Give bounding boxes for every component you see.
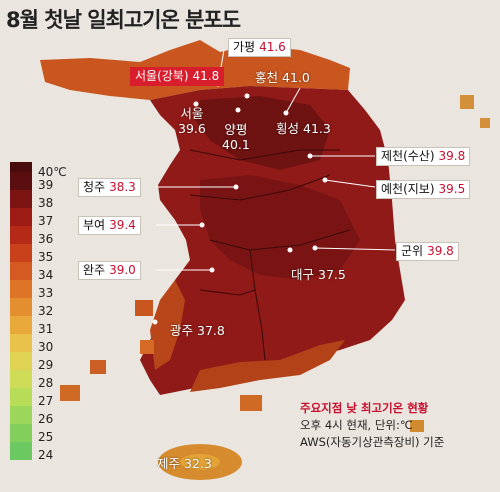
station-label-jeju: 제주 32.3: [157, 456, 212, 471]
station-label-yecheon: 예천(지보) 39.5: [376, 180, 471, 199]
jeju-island-center: [180, 454, 220, 470]
station-dot: [193, 101, 199, 107]
station-label-cheongju: 청주 38.3: [78, 178, 141, 197]
station-label-hongcheon: 홍천 41.0: [255, 70, 310, 85]
station-dot: [235, 107, 241, 113]
legend-swatch: [10, 172, 32, 190]
legend-tick-label: 39: [38, 178, 54, 192]
note-line-2: AWS(자동기상관측장비) 기준: [300, 435, 445, 449]
hot-core-central: [200, 175, 360, 280]
legend-tick-label: 34: [38, 268, 54, 282]
island-patch: [140, 340, 154, 354]
island-patch: [480, 118, 490, 128]
station-label-jecheon: 제천(수산) 39.8: [376, 147, 471, 166]
page-title: 8월 첫날 일최고기온 분포도: [6, 8, 241, 32]
legend-tick-label: 31: [38, 322, 54, 336]
station-label-daegu: 대구 37.5: [291, 267, 346, 282]
station-label-buyeo: 부여 39.4: [78, 216, 141, 235]
coastal-band-south: [190, 340, 345, 392]
legend-swatch: [10, 298, 32, 316]
hot-core-north: [195, 96, 330, 170]
legend-tick-label: 32: [38, 304, 54, 318]
station-dot: [152, 319, 158, 325]
station-label-gwangju: 광주 37.8: [170, 323, 225, 338]
leader-line: [285, 87, 301, 114]
island-patch: [60, 385, 80, 401]
station-label-gunwi: 군위 39.8: [396, 242, 459, 261]
station-label-yangpyeong: 양평 40.1: [222, 122, 250, 152]
legend-swatch: [10, 226, 32, 244]
legend-swatch: [10, 442, 32, 460]
legend-tick-label: 35: [38, 250, 54, 264]
legend-tick-label: 26: [38, 412, 54, 426]
legend-swatch: [10, 208, 32, 226]
leader-line: [314, 247, 396, 251]
legend-tick-label: 36: [38, 232, 54, 246]
map-note: 주요지점 낮 최고기온 현황 오후 4시 현재, 단위:℃ AWS(자동기상관측…: [300, 400, 444, 451]
province-border: [249, 249, 266, 361]
leader-line: [324, 179, 376, 188]
legend-swatch: [10, 262, 32, 280]
province-border: [199, 289, 256, 296]
legend-tick-label: 33: [38, 286, 54, 300]
legend-tick-label: 30: [38, 340, 54, 354]
station-label-seoul-gangbuk: 서울(강북) 41.8: [130, 67, 225, 86]
station-dot: [244, 93, 250, 99]
island-patch: [135, 300, 153, 316]
note-heading: 주요지점 낮 최고기온 현황: [300, 401, 429, 415]
legend-swatch: [10, 424, 32, 442]
province-border: [189, 174, 331, 201]
legend-tick-label: 38: [38, 196, 54, 210]
legend-swatch: [10, 352, 32, 370]
island-patch: [90, 360, 106, 374]
legend-swatch: [10, 334, 32, 352]
legend-swatch: [10, 370, 32, 388]
note-line-1: 오후 4시 현재, 단위:℃: [300, 418, 413, 432]
coastal-band-west: [150, 280, 185, 370]
legend-swatch: [10, 388, 32, 406]
legend-swatch: [10, 162, 32, 172]
island-patch: [410, 420, 424, 432]
legend-label-top: 40℃: [38, 165, 67, 179]
legend-tick-label: 24: [38, 448, 54, 462]
station-markers: [152, 49, 396, 325]
station-label-hoengseong: 횡성 41.3: [276, 121, 331, 136]
legend-swatch: [10, 280, 32, 298]
legend-tick-label: 28: [38, 376, 54, 390]
province-border: [189, 149, 340, 161]
legend-tick-label: 27: [38, 394, 54, 408]
legend-swatch: [10, 316, 32, 334]
station-label-gapyeong: 가평 41.6: [228, 38, 291, 57]
station-label-seoul: 서울 39.6: [178, 106, 206, 136]
legend-tick-label: 37: [38, 214, 54, 228]
legend-swatch: [10, 406, 32, 424]
station-dot: [287, 247, 293, 253]
legend-tick-label: 25: [38, 430, 54, 444]
station-label-wanju: 완주 39.0: [78, 261, 141, 280]
temperature-legend: [10, 162, 32, 472]
island-patch: [460, 95, 474, 109]
province-border: [209, 229, 351, 251]
legend-tick-label: 29: [38, 358, 54, 372]
legend-swatch: [10, 190, 32, 208]
legend-swatch: [10, 244, 32, 262]
island-patch: [240, 395, 262, 411]
